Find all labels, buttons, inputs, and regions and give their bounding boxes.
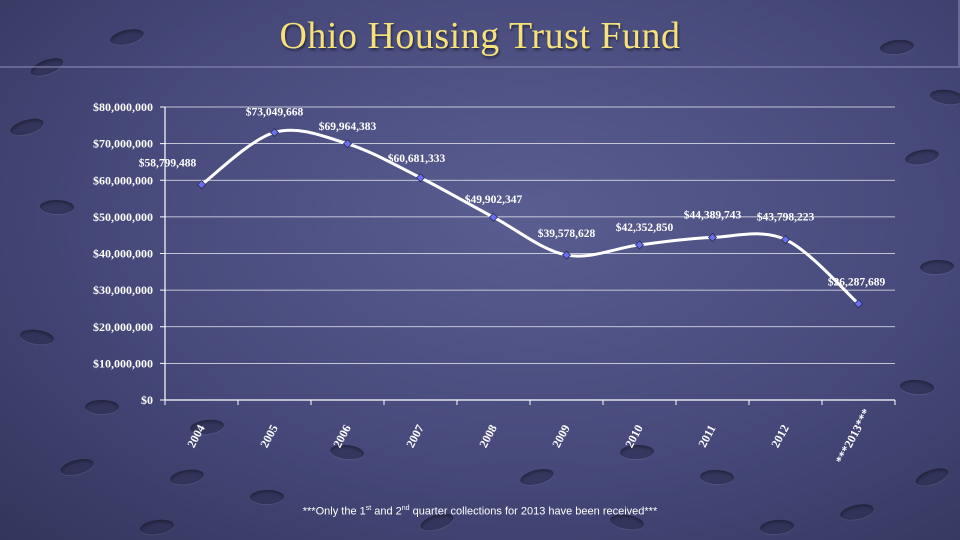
- data-point: [488, 212, 499, 222]
- data-label: $60,681,333: [388, 152, 446, 165]
- x-tick-label: ***2013***: [833, 406, 874, 466]
- footnote-sup-nd: nd: [401, 505, 410, 512]
- data-point: [415, 173, 426, 183]
- title-frame: [0, 0, 960, 68]
- y-tick-label: $0: [141, 393, 153, 407]
- y-tick-label: $40,000,000: [93, 247, 153, 261]
- x-tick-label: 2012: [768, 422, 792, 450]
- data-label: $49,902,347: [465, 193, 523, 206]
- series-line: [200, 128, 860, 305]
- y-tick-label: $70,000,000: [93, 137, 153, 151]
- data-point: [342, 139, 353, 149]
- x-tick-label: 2005: [257, 422, 281, 450]
- data-label: $42,352,850: [616, 221, 674, 234]
- data-label: $73,049,668: [246, 105, 304, 118]
- data-point: [707, 232, 718, 242]
- y-tick-label: $20,000,000: [93, 320, 153, 334]
- footnote-mid: and 2: [371, 505, 402, 518]
- data-point: [853, 299, 864, 309]
- x-tick-label: 2011: [695, 423, 718, 450]
- x-tick-label: 2004: [184, 422, 208, 450]
- y-tick-label: $60,000,000: [93, 173, 153, 187]
- data-point: [780, 235, 791, 245]
- background-dot: [85, 400, 119, 414]
- x-tick-label: 2007: [403, 422, 427, 450]
- y-tick-label: $50,000,000: [93, 210, 153, 224]
- footnote-suffix: quarter collections for 2013 have been r…: [409, 505, 658, 518]
- x-tick-label: 2008: [476, 422, 500, 450]
- data-label: $39,578,628: [538, 227, 596, 240]
- data-label: $43,798,223: [757, 211, 815, 224]
- data-point: [269, 127, 280, 138]
- data-label: $58,799,488: [139, 157, 197, 170]
- data-label: $44,389,743: [684, 208, 742, 221]
- y-tick-label: $10,000,000: [93, 356, 153, 370]
- x-tick-label: 2006: [330, 422, 354, 450]
- x-tick-label: 2010: [622, 422, 646, 450]
- data-point: [561, 250, 572, 260]
- data-label: $26,287,689: [828, 276, 886, 289]
- x-tick-label: 2009: [549, 422, 573, 450]
- footnote-sup-st: st: [365, 505, 372, 512]
- data-point: [196, 180, 207, 190]
- footnote: ***Only the 1st and 2nd quarter collecti…: [0, 505, 960, 518]
- y-tick-label: $30,000,000: [93, 283, 153, 297]
- data-point: [634, 240, 645, 250]
- slide-title: Ohio Housing Trust Fund: [279, 15, 681, 57]
- data-label: $69,964,383: [319, 120, 377, 133]
- footnote-prefix: ***Only the 1: [302, 505, 366, 518]
- y-tick-label: $80,000,000: [93, 100, 153, 114]
